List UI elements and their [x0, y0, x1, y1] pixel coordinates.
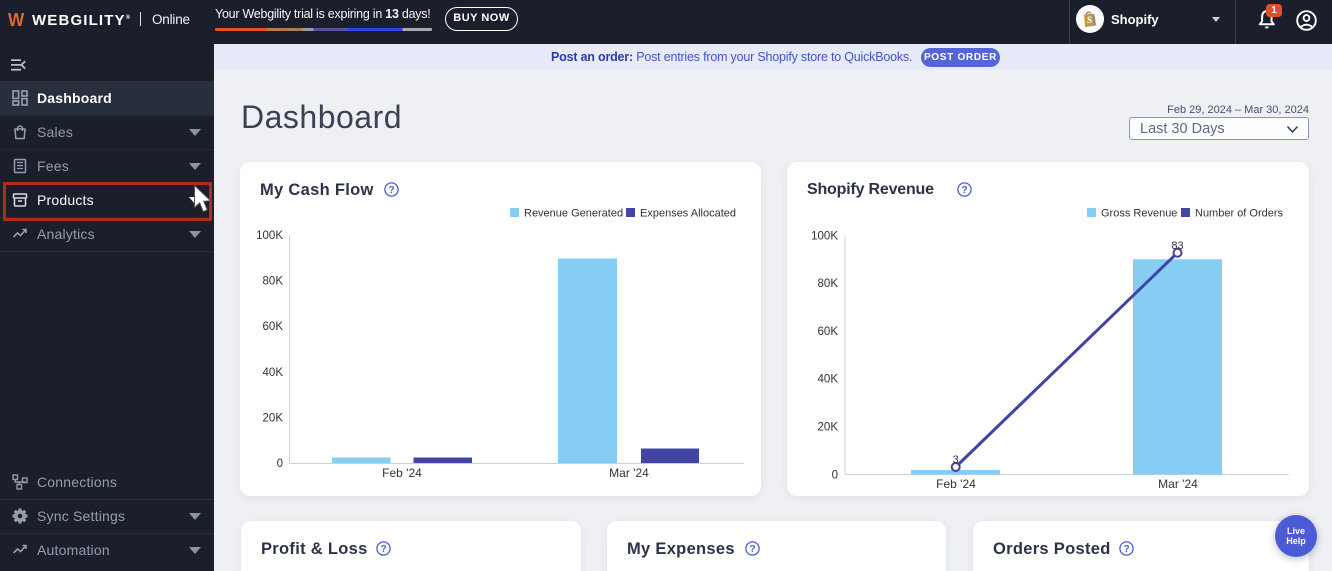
svg-text:60K: 60K: [818, 326, 839, 338]
svg-text:Mar '24: Mar '24: [1158, 477, 1198, 491]
svg-text:80K: 80K: [818, 278, 839, 290]
svg-text:?: ?: [1123, 544, 1129, 555]
svg-text:3: 3: [953, 454, 959, 466]
svg-text:83: 83: [1171, 240, 1183, 252]
svg-text:0: 0: [832, 469, 838, 481]
svg-text:40K: 40K: [263, 367, 284, 379]
svg-text:0: 0: [277, 458, 283, 470]
svg-text:20K: 20K: [263, 413, 284, 425]
svg-text:100K: 100K: [811, 230, 838, 242]
svg-text:?: ?: [388, 185, 394, 196]
svg-text:20K: 20K: [818, 422, 839, 434]
svg-text:?: ?: [749, 544, 755, 555]
svg-text:Revenue Generated: Revenue Generated: [524, 208, 623, 220]
svg-text:Feb '24: Feb '24: [936, 477, 976, 491]
svg-text:Number of Orders: Number of Orders: [1195, 208, 1284, 220]
svg-text:Expenses Allocated: Expenses Allocated: [640, 208, 736, 220]
svg-text:?: ?: [961, 185, 967, 196]
svg-text:?: ?: [380, 544, 386, 555]
svg-text:80K: 80K: [263, 276, 284, 288]
svg-text:S: S: [1087, 15, 1092, 25]
svg-text:Mar '24: Mar '24: [609, 466, 649, 480]
svg-text:Gross Revenue: Gross Revenue: [1101, 208, 1177, 220]
svg-text:40K: 40K: [818, 374, 839, 386]
svg-text:Feb '24: Feb '24: [382, 466, 422, 480]
svg-text:60K: 60K: [263, 321, 284, 333]
svg-text:100K: 100K: [256, 230, 283, 242]
